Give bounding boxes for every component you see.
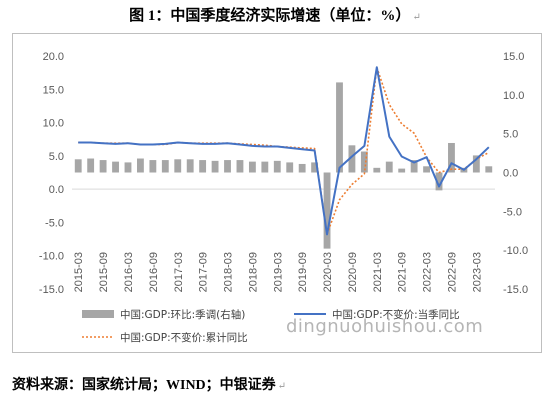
- line-quarterly-yoy: [78, 66, 490, 236]
- bar-qoq-sa: [112, 161, 119, 173]
- figure-title-text: 图 1：中国季度经济实际增速（单位：%）: [129, 8, 411, 24]
- x-tick-label: 2018-03: [223, 252, 235, 292]
- y-left-tick-label: -15.0: [39, 284, 64, 296]
- bar-qoq-sa: [311, 162, 319, 173]
- y-right-tick-label: -5.0: [503, 206, 522, 218]
- y-right-tick-label: 10.0: [503, 90, 524, 102]
- figure-title: 图 1：中国季度经济实际增速（单位：%） ↵: [0, 4, 550, 25]
- bar-qoq-sa: [398, 168, 406, 173]
- bar-qoq-sa: [472, 155, 480, 173]
- y-left-tick-label: -10.0: [39, 251, 64, 263]
- bar-qoq-sa: [248, 161, 256, 173]
- y-right-tick-label: 15.0: [503, 51, 524, 63]
- x-tick-label: 2016-03: [123, 252, 135, 292]
- x-tick-label: 2015-03: [73, 252, 85, 292]
- bar-qoq-sa: [385, 161, 393, 173]
- x-tick-label: 2021-09: [397, 252, 409, 292]
- bar-qoq-sa: [149, 160, 157, 173]
- watermark: dingnuohuishou.com: [286, 316, 484, 337]
- x-tick-label: 2020-03: [322, 252, 334, 292]
- x-tick-label: 2017-03: [173, 252, 185, 292]
- y-right-tick-label: 5.0: [503, 129, 518, 141]
- bar-qoq-sa: [448, 142, 455, 173]
- x-tick-label: 2015-09: [98, 252, 110, 292]
- bar-qoq-sa: [211, 160, 219, 173]
- x-tick-label: 2017-09: [198, 252, 210, 292]
- bar-qoq-sa: [261, 161, 269, 173]
- bar-qoq-sa: [174, 159, 182, 173]
- x-tick-label: 2022-09: [446, 252, 458, 292]
- bar-qoq-sa: [99, 160, 107, 173]
- paragraph-mark-icon: ↵: [277, 381, 287, 392]
- x-tick-label: 2019-09: [297, 252, 309, 292]
- bar-qoq-sa: [298, 163, 306, 173]
- y-right-tick-label: -15.0: [503, 284, 528, 296]
- bar-qoq-sa: [373, 167, 381, 173]
- bar-qoq-sa: [435, 172, 443, 191]
- x-tick-label: 2022-03: [422, 252, 434, 292]
- legend-label: 中国:GDP:不变价:累计同比: [120, 331, 248, 344]
- bar-qoq-sa: [485, 166, 493, 173]
- y-left-tick-label: 0.0: [49, 184, 64, 196]
- x-tick-label: 2023-03: [471, 252, 483, 292]
- y-left-tick-label: 20.0: [43, 51, 64, 63]
- bar-qoq-sa: [137, 158, 144, 173]
- y-right-tick-label: -10.0: [503, 245, 528, 257]
- bar-qoq-sa: [348, 145, 356, 173]
- bar-qoq-sa: [286, 162, 294, 173]
- legend-label: 中国:GDP:环比:季调(右轴): [120, 308, 245, 321]
- bar-qoq-sa: [236, 160, 244, 173]
- bar-qoq-sa: [161, 160, 169, 173]
- chart-frame: [12, 33, 542, 353]
- x-tick-label: 2021-03: [372, 252, 384, 292]
- bar-qoq-sa: [323, 172, 331, 249]
- y-left-tick-label: 10.0: [43, 118, 64, 130]
- y-left-tick-label: 5.0: [49, 151, 64, 163]
- legend-label: 中国:GDP:不变价:当季同比: [332, 308, 460, 321]
- legend-swatch-bar: [82, 310, 114, 318]
- line-cumulative-yoy: [78, 66, 490, 236]
- bar-qoq-sa: [423, 166, 430, 173]
- y-right-tick-label: 0.0: [503, 168, 518, 180]
- bar-qoq-sa: [74, 159, 82, 173]
- bar-qoq-sa: [273, 160, 281, 173]
- bar-qoq-sa: [124, 162, 132, 173]
- x-tick-label: 2018-09: [247, 252, 259, 292]
- bar-qoq-sa: [336, 82, 343, 173]
- x-tick-label: 2019-03: [272, 252, 284, 292]
- bar-qoq-sa: [87, 158, 95, 173]
- x-tick-label: 2016-09: [148, 252, 160, 292]
- y-left-tick-label: 15.0: [43, 84, 64, 96]
- y-left-tick-label: -5.0: [45, 217, 64, 229]
- x-tick-label: 2020-09: [347, 252, 359, 292]
- bar-qoq-sa: [199, 160, 207, 173]
- bar-qoq-sa: [186, 159, 194, 173]
- figure-source: 资料来源：国家统计局；WIND；中银证券 ↵: [12, 374, 286, 394]
- bar-qoq-sa: [360, 151, 368, 173]
- bar-qoq-sa: [410, 160, 418, 173]
- paragraph-mark-icon: ↵: [412, 12, 421, 23]
- figure-source-text: 资料来源：国家统计局；WIND；中银证券: [12, 378, 276, 393]
- bar-qoq-sa: [224, 160, 231, 173]
